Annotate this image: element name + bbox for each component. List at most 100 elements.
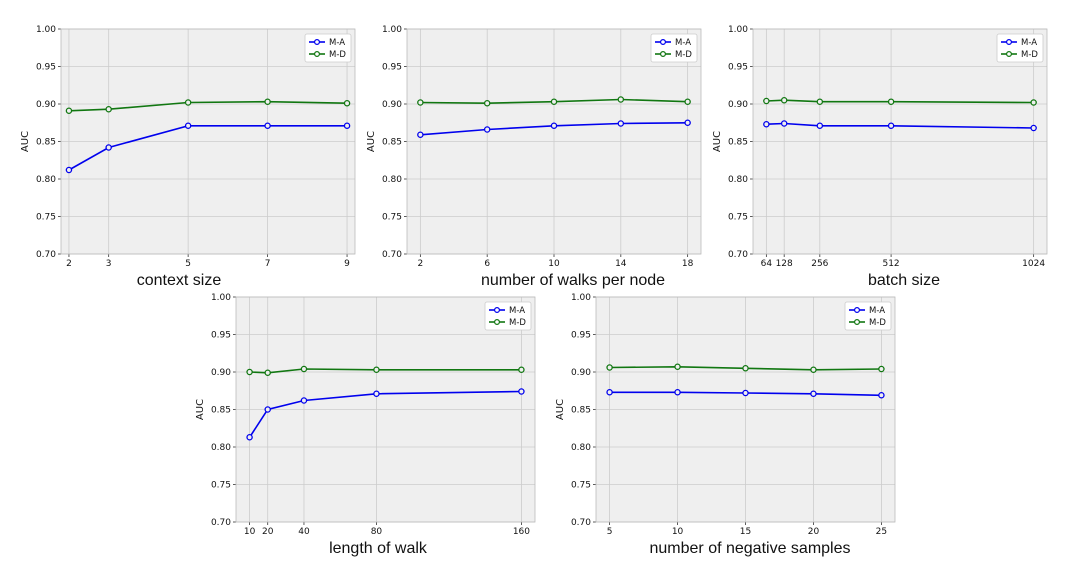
data-point-m-a bbox=[1030, 124, 1037, 132]
data-point-m-d bbox=[184, 99, 192, 106]
y-tick-label: 0.80 bbox=[211, 443, 231, 453]
legend-marker-m-a bbox=[853, 307, 860, 314]
x-tick-label: 2 bbox=[417, 259, 423, 269]
data-point-m-d bbox=[518, 366, 525, 373]
legend-marker-m-d bbox=[1005, 50, 1012, 57]
y-tick-label: 0.90 bbox=[36, 100, 56, 110]
x-axis-label: number of negative samples bbox=[650, 540, 851, 557]
data-point-m-d bbox=[264, 369, 271, 376]
y-tick-label: 0.95 bbox=[728, 63, 748, 73]
legend-marker-m-a bbox=[314, 38, 321, 45]
y-tick-label: 0.90 bbox=[728, 100, 748, 110]
x-axis-label: batch size bbox=[868, 272, 940, 289]
legend-label-m-d: M-D bbox=[1021, 50, 1038, 60]
data-point-m-a bbox=[878, 391, 885, 399]
y-axis-label: AUC bbox=[712, 131, 723, 152]
data-point-m-d bbox=[816, 98, 824, 106]
legend-marker-m-d bbox=[659, 50, 666, 57]
data-point-m-a bbox=[684, 119, 691, 127]
y-tick-label: 0.75 bbox=[382, 213, 402, 223]
y-tick-label: 0.70 bbox=[571, 518, 591, 528]
x-tick-label: 25 bbox=[876, 527, 887, 537]
x-axis-label: number of walks per node bbox=[481, 272, 665, 289]
data-point-m-a bbox=[816, 122, 824, 130]
y-tick-label: 0.95 bbox=[382, 63, 402, 73]
y-axis-label: AUC bbox=[195, 399, 206, 420]
x-tick-label: 64 bbox=[761, 259, 773, 269]
chart-panel-1: 0.70 0.75 0.80 0.85 0.90 0.95 1.00 2 3 5 7 9 M-A M-D A… bbox=[20, 25, 356, 289]
data-point-m-a bbox=[343, 122, 351, 130]
chart-panel-2: 0.70 0.75 0.80 0.85 0.90 0.95 1.00 2 6 10 14 18 M-A M… bbox=[366, 25, 702, 289]
chart-panel-3: 0.70 0.75 0.80 0.85 0.90 0.95 1.00 64 128 256 512 1… bbox=[712, 25, 1048, 289]
y-tick-label: 1.00 bbox=[728, 25, 748, 35]
data-point-m-d bbox=[810, 366, 817, 373]
x-tick-label: 3 bbox=[106, 259, 112, 269]
x-tick-label: 5 bbox=[185, 259, 191, 269]
y-tick-label: 0.95 bbox=[36, 63, 56, 73]
x-tick-label: 9 bbox=[344, 259, 350, 269]
legend-label-m-a: M-A bbox=[675, 38, 691, 48]
plot-frame bbox=[235, 296, 536, 523]
data-point-m-d bbox=[617, 96, 625, 103]
y-tick-label: 0.85 bbox=[36, 138, 56, 148]
y-tick-label: 0.70 bbox=[382, 250, 402, 260]
y-tick-label: 1.00 bbox=[571, 293, 591, 303]
data-point-m-a bbox=[674, 388, 681, 396]
data-point-m-d bbox=[684, 98, 691, 106]
x-tick-label: 2 bbox=[66, 259, 72, 269]
data-point-m-d bbox=[606, 364, 613, 371]
data-point-m-d bbox=[878, 365, 885, 373]
y-tick-label: 0.75 bbox=[571, 481, 591, 491]
plot-frame bbox=[406, 28, 702, 255]
data-point-m-a bbox=[550, 122, 558, 130]
y-tick-label: 0.95 bbox=[211, 331, 231, 341]
legend-label-m-a: M-A bbox=[869, 306, 885, 316]
legend-marker-m-d bbox=[494, 319, 501, 326]
data-point-m-a bbox=[264, 122, 271, 130]
data-point-m-d bbox=[483, 100, 491, 107]
y-tick-label: 0.85 bbox=[728, 138, 748, 148]
y-tick-label: 0.90 bbox=[382, 100, 402, 110]
plot-frame bbox=[60, 28, 356, 255]
legend-label-m-a: M-A bbox=[1021, 38, 1037, 48]
y-tick-label: 0.85 bbox=[211, 406, 231, 416]
data-point-m-d bbox=[417, 99, 424, 106]
x-tick-label: 20 bbox=[808, 527, 820, 537]
data-point-m-a bbox=[617, 120, 625, 127]
data-point-m-d bbox=[373, 366, 380, 373]
legend-label-m-a: M-A bbox=[329, 38, 345, 48]
data-point-m-a bbox=[184, 122, 192, 130]
legend-marker-m-d bbox=[853, 319, 860, 326]
data-point-m-a bbox=[300, 397, 308, 404]
x-tick-label: 7 bbox=[265, 259, 271, 269]
data-point-m-d bbox=[264, 98, 271, 106]
data-point-m-d bbox=[763, 97, 770, 105]
y-tick-label: 0.80 bbox=[36, 175, 56, 185]
legend-marker-m-d bbox=[314, 50, 321, 57]
y-axis-label: AUC bbox=[366, 131, 377, 152]
data-point-m-a bbox=[742, 389, 749, 397]
legend-label-m-d: M-D bbox=[869, 318, 886, 328]
x-tick-label: 6 bbox=[484, 259, 490, 269]
x-tick-label: 40 bbox=[298, 527, 310, 537]
y-tick-label: 1.00 bbox=[382, 25, 402, 35]
plot-frame bbox=[752, 28, 1048, 255]
data-point-m-a bbox=[65, 166, 73, 174]
y-tick-label: 0.90 bbox=[211, 368, 231, 378]
y-tick-label: 0.80 bbox=[728, 175, 748, 185]
data-point-m-d bbox=[550, 98, 558, 106]
data-point-m-d bbox=[300, 365, 308, 373]
data-point-m-d bbox=[65, 107, 73, 115]
x-tick-label: 20 bbox=[262, 527, 274, 537]
chart-panel-4: 0.70 0.75 0.80 0.85 0.90 0.95 1.00 10 20 40 80 160 M… bbox=[195, 293, 536, 557]
y-tick-label: 0.85 bbox=[382, 138, 402, 148]
x-tick-label: 14 bbox=[615, 259, 627, 269]
data-point-m-a bbox=[417, 131, 424, 138]
data-point-m-d bbox=[780, 97, 788, 104]
legend-label-m-d: M-D bbox=[509, 318, 526, 328]
legend-label-m-d: M-D bbox=[329, 50, 346, 60]
x-axis-label: context size bbox=[137, 272, 222, 289]
x-tick-label: 512 bbox=[882, 259, 899, 269]
legend-marker-m-a bbox=[494, 307, 501, 314]
